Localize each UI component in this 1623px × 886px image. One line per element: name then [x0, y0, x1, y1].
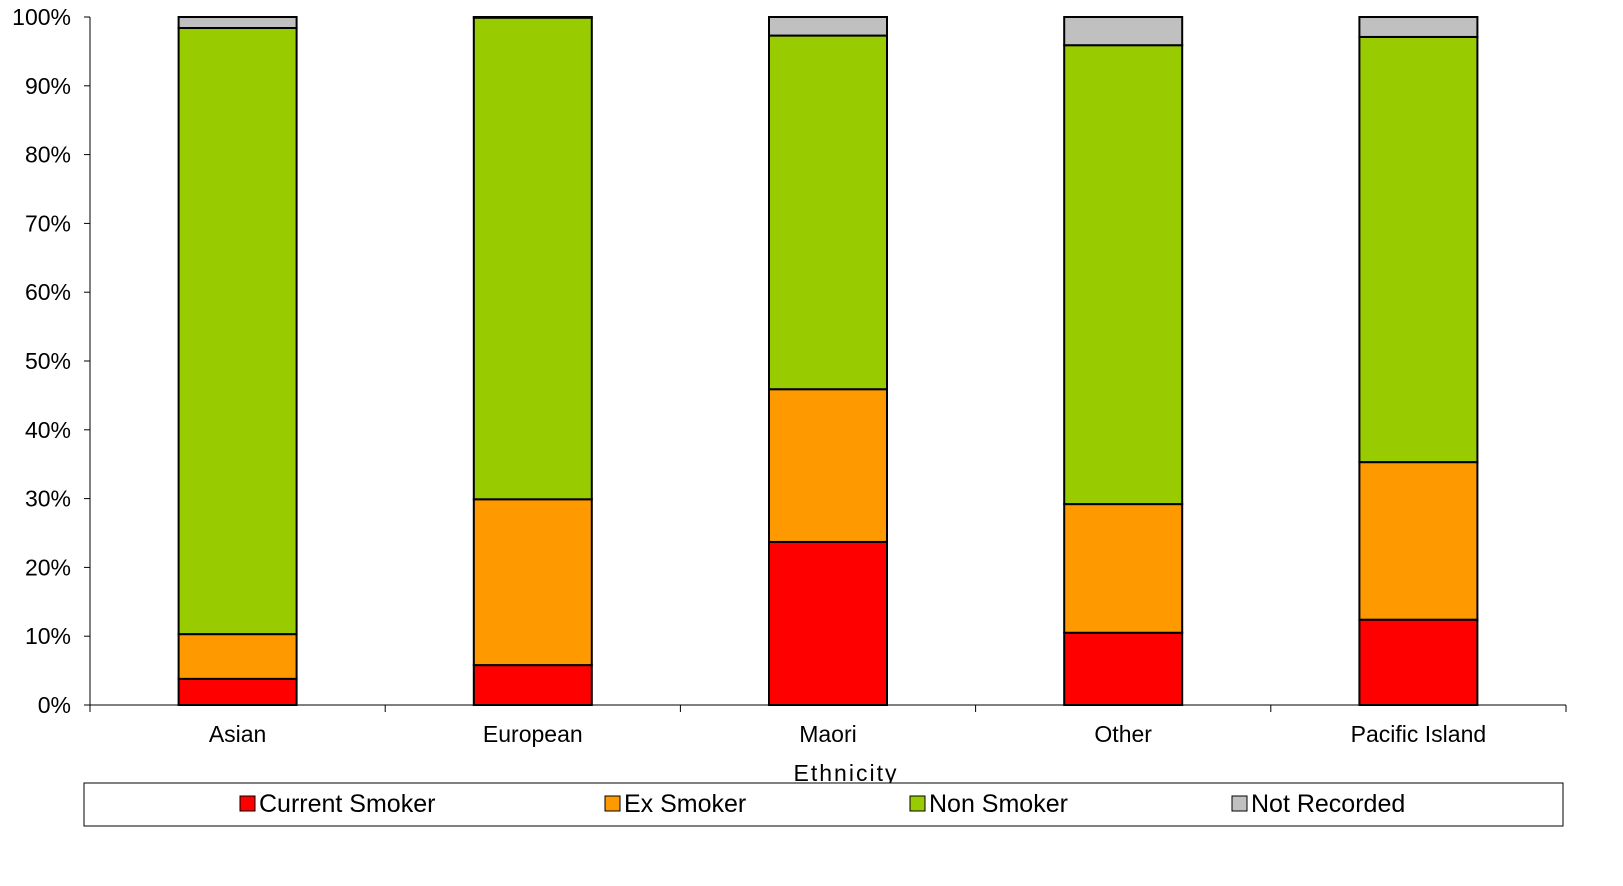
- bar-ex-smoker-asian: [177, 633, 298, 680]
- bar-non-smoker-asian: [177, 27, 298, 636]
- bar-non-smoker-maori: [768, 34, 888, 391]
- y-tick-label: 60%: [25, 279, 71, 305]
- y-tick-label: 0%: [38, 692, 71, 718]
- bar-current-smoker-maori: [768, 540, 888, 706]
- bar-current-smoker-other: [1063, 631, 1184, 707]
- bar-not-recorded-maori: [768, 16, 888, 37]
- x-tick-label: Maori: [799, 721, 857, 747]
- bar-current-smoker-european: [472, 664, 593, 707]
- legend-swatch-current-smoker: [239, 795, 256, 812]
- y-tick-label: 100%: [12, 4, 71, 30]
- y-tick-label: 80%: [25, 142, 71, 168]
- legend-label-ex-smoker: Ex Smoker: [624, 790, 746, 818]
- y-tick-label: 40%: [25, 417, 71, 443]
- legend-swatch-not-recorded: [1231, 795, 1248, 812]
- bar-ex-smoker-european: [472, 498, 593, 667]
- y-tick-label: 70%: [25, 210, 71, 236]
- bar-ex-smoker-maori: [768, 388, 888, 543]
- x-axis-title: Ethnicity: [794, 760, 899, 786]
- y-tick-label: 90%: [25, 73, 71, 99]
- y-tick-label: 50%: [25, 348, 71, 374]
- bar-ex-smoker-other: [1063, 503, 1184, 634]
- bar-not-recorded-pacific-island: [1358, 16, 1479, 38]
- bar-current-smoker-asian: [177, 677, 298, 707]
- bar-non-smoker-pacific-island: [1358, 35, 1479, 464]
- legend-swatch-ex-smoker: [604, 795, 621, 812]
- bar-non-smoker-other: [1063, 44, 1184, 506]
- x-tick-label: Asian: [209, 721, 267, 747]
- x-tick-label: Pacific Island: [1351, 721, 1487, 747]
- bars-layer: [177, 16, 1479, 707]
- y-tick-label: 10%: [25, 623, 71, 649]
- x-tick-label: European: [483, 721, 583, 747]
- legend: Current Smoker Ex Smoker Non Smoker Not Rec…: [83, 782, 1564, 827]
- legend-label-non-smoker: Non Smoker: [929, 790, 1068, 818]
- bar-not-recorded-european: [472, 16, 593, 19]
- bar-ex-smoker-pacific-island: [1358, 461, 1479, 621]
- x-tick-label: Other: [1094, 721, 1152, 747]
- y-tick-label: 30%: [25, 486, 71, 512]
- legend-frame: [83, 782, 1564, 827]
- legend-swatch-non-smoker: [909, 795, 926, 812]
- bar-not-recorded-asian: [177, 16, 298, 30]
- y-tick-label: 20%: [25, 554, 71, 580]
- bar-non-smoker-european: [472, 16, 593, 501]
- legend-label-not-recorded: Not Recorded: [1251, 790, 1405, 818]
- axes-layer: Asian European Maori Other Pacific Island 0% 1…: [12, 4, 1567, 747]
- legend-label-current-smoker: Current Smoker: [259, 790, 435, 818]
- bar-current-smoker-pacific-island: [1358, 618, 1479, 706]
- bar-not-recorded-other: [1063, 16, 1184, 47]
